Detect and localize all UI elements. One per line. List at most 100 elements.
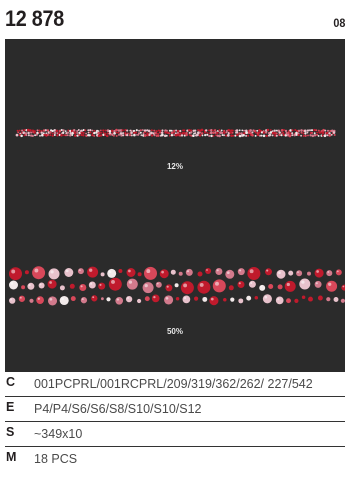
bead (330, 133, 333, 136)
bead (213, 129, 217, 132)
bead (93, 134, 96, 137)
bead (328, 134, 332, 137)
bead (273, 131, 277, 135)
bead (295, 131, 298, 135)
bead (321, 134, 324, 137)
bead (104, 129, 107, 132)
spec-value: P4/P4/S6/S6/S8/S10/S10/S12 (34, 402, 202, 416)
bead (284, 134, 288, 137)
bead (256, 133, 260, 137)
bead (286, 298, 291, 304)
bead (85, 132, 88, 135)
bead (70, 296, 76, 302)
bead (204, 134, 207, 137)
bead (63, 134, 66, 137)
bead (156, 132, 160, 135)
bead (189, 129, 193, 132)
bead (223, 131, 226, 134)
bead (159, 131, 162, 134)
bead (238, 298, 244, 304)
bead (287, 130, 290, 133)
bead (205, 268, 212, 274)
bead (139, 131, 142, 134)
bead (80, 297, 88, 304)
bead (102, 131, 105, 134)
bead (164, 295, 174, 305)
bead (176, 133, 180, 137)
bead (69, 129, 72, 133)
bead (311, 134, 315, 138)
bead (99, 134, 103, 137)
bead (53, 131, 57, 135)
bead (62, 129, 65, 132)
bead (238, 132, 241, 135)
bead (99, 131, 102, 134)
bead (236, 133, 239, 137)
bead (289, 132, 292, 135)
bead (38, 282, 45, 289)
bead (53, 129, 56, 132)
bead (313, 128, 316, 132)
bead-highlight (127, 297, 129, 299)
bead-highlight (297, 271, 299, 273)
bead (194, 132, 197, 135)
bead (326, 297, 331, 302)
bead (144, 266, 157, 280)
bead (101, 297, 104, 301)
bead (275, 129, 278, 132)
bead (235, 129, 239, 132)
bead (321, 131, 325, 135)
bead-highlight (153, 295, 156, 299)
bead (137, 133, 140, 136)
bead (212, 134, 215, 137)
bead-highlight (166, 285, 169, 288)
bead (113, 131, 116, 135)
scale-label-12: 12% (166, 162, 183, 171)
bead (283, 129, 285, 131)
bead (215, 268, 223, 275)
bead (33, 131, 36, 134)
bead (27, 282, 35, 290)
bead (64, 134, 68, 137)
bead (289, 129, 292, 132)
bead (35, 133, 38, 136)
bead (308, 129, 312, 132)
bead (147, 129, 151, 133)
bead (108, 129, 112, 133)
bead-highlight (186, 270, 190, 273)
bead-highlight (128, 280, 133, 284)
bead (246, 295, 252, 301)
bead (266, 128, 270, 132)
bead (164, 129, 167, 132)
bead (199, 131, 201, 134)
bead (170, 131, 174, 135)
bead (300, 131, 303, 134)
bead (258, 128, 261, 132)
bead (161, 129, 164, 132)
bead (275, 132, 278, 135)
bead (115, 296, 124, 305)
bead (212, 279, 226, 293)
bead (154, 131, 157, 135)
bead (23, 128, 26, 132)
bead (231, 129, 234, 132)
bead (247, 267, 261, 280)
bead-highlight (61, 297, 64, 301)
bead (308, 296, 313, 302)
bead (249, 129, 252, 132)
bead (110, 129, 114, 133)
bead (300, 129, 303, 132)
bead (48, 268, 60, 280)
bead (185, 131, 188, 135)
trimming-illustration (9, 128, 345, 306)
bead (165, 284, 173, 292)
bead (188, 129, 191, 132)
bead (268, 284, 274, 289)
bead-highlight (37, 297, 40, 300)
bead (49, 131, 52, 134)
bead (89, 129, 92, 132)
bead-highlight (277, 297, 280, 301)
bead-highlight (260, 285, 262, 288)
bead (36, 129, 39, 132)
bead (265, 134, 268, 138)
